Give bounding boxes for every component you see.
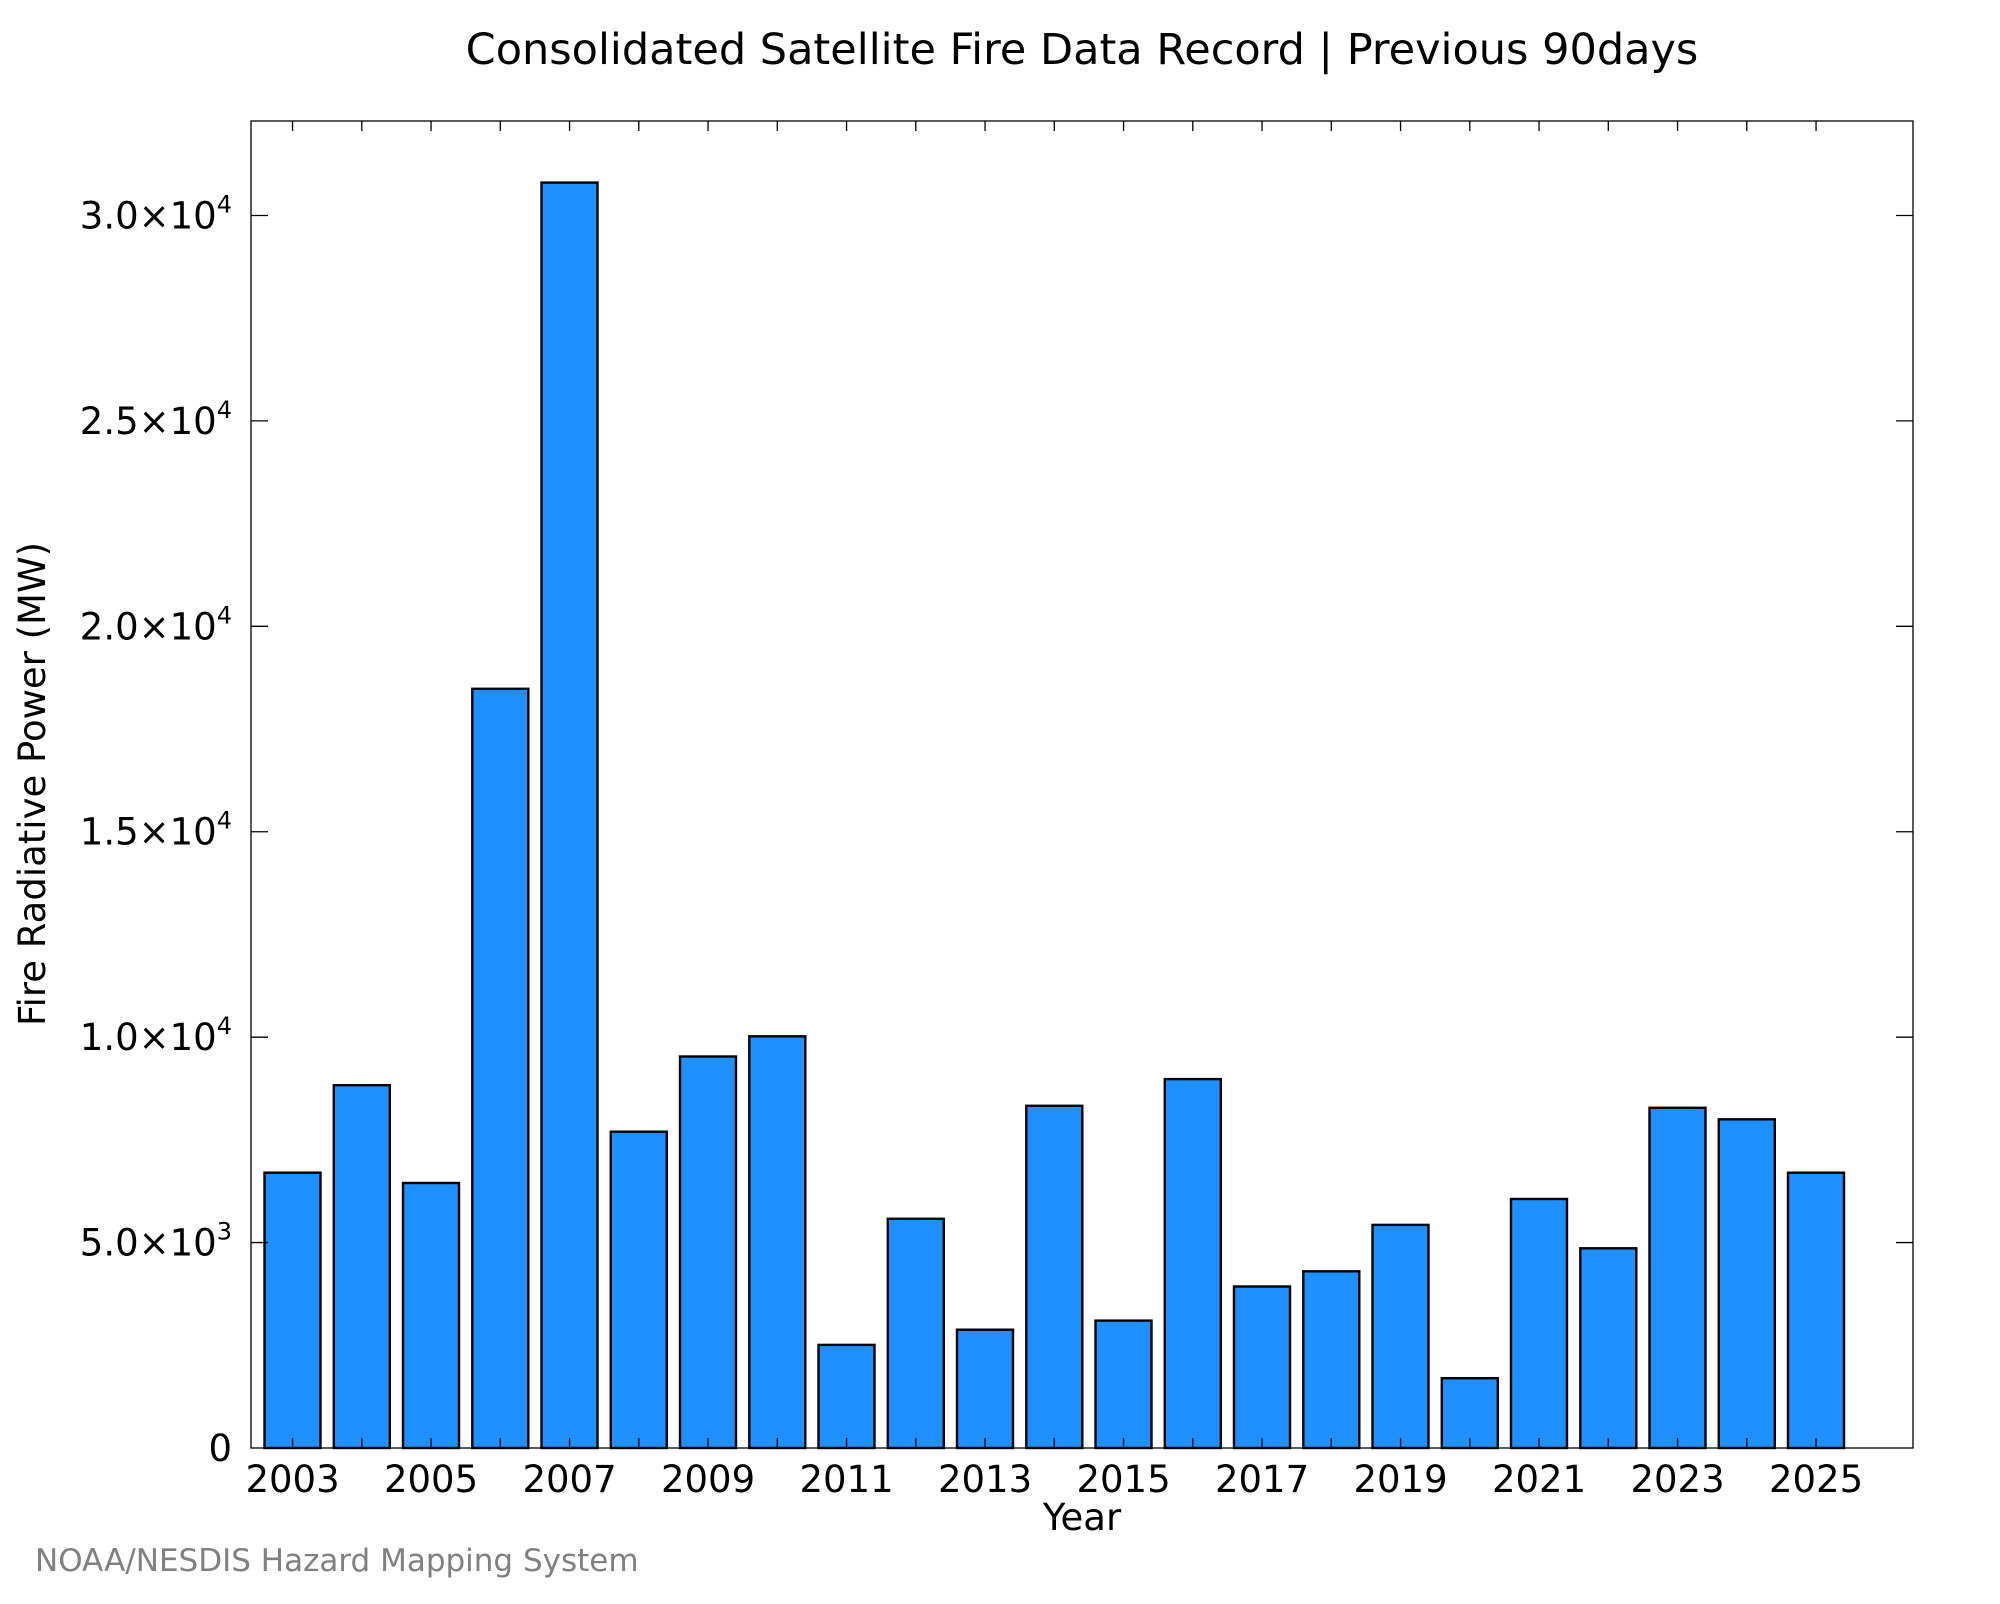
bar-2021 [1509, 1197, 1569, 1450]
bar-2004 [332, 1083, 391, 1450]
bar-2007 [540, 181, 599, 1450]
x-tick-label: 2013 [938, 1458, 1032, 1501]
credit-text: NOAA/NESDIS Hazard Mapping System [35, 1543, 639, 1579]
ticks-layer: 2003 2005 2007 2009 2011 2013 2015 2017 2019 2021… [80, 121, 1913, 1501]
x-tick-label: 2025 [1769, 1458, 1863, 1501]
bar-2006 [471, 687, 530, 1450]
bar-2023 [1648, 1106, 1707, 1450]
bar-2011 [817, 1343, 876, 1450]
bar-2003 [263, 1171, 322, 1450]
x-tick-label: 2015 [1076, 1458, 1170, 1501]
bar-2010 [748, 1035, 807, 1450]
x-tick-label: 2023 [1630, 1458, 1724, 1501]
bars-layer [263, 181, 1846, 1450]
bar-2005 [401, 1181, 461, 1450]
y-tick-label: 2.5×104 [80, 396, 232, 443]
x-tick-label: 2007 [522, 1458, 616, 1501]
bar-2018 [1302, 1270, 1361, 1450]
chart-title: Consolidated Satellite Fire Data Record … [466, 25, 1699, 75]
bar-2022 [1579, 1247, 1638, 1450]
plot-frame [250, 120, 1914, 1449]
bar-2013 [955, 1328, 1015, 1450]
y-tick-label: 0 [208, 1427, 232, 1470]
y-tick-label: 1.0×104 [80, 1012, 232, 1059]
bar-2020 [1440, 1376, 1500, 1450]
bar-2009 [678, 1055, 738, 1450]
x-tick-label: 2011 [799, 1458, 893, 1501]
x-tick-label: 2021 [1492, 1458, 1586, 1501]
bar-2017 [1232, 1285, 1292, 1450]
x-tick-label: 2003 [245, 1458, 339, 1501]
x-tick-label: 2009 [661, 1458, 755, 1501]
bar-2019 [1371, 1223, 1430, 1450]
bar-2014 [1025, 1104, 1084, 1450]
y-axis-label: Fire Radiative Power (MW) [11, 542, 54, 1026]
y-tick-label: 3.0×104 [80, 190, 232, 237]
bar-2016 [1163, 1077, 1223, 1450]
y-tick-label: 2.0×104 [80, 601, 232, 648]
x-tick-label: 2017 [1215, 1458, 1309, 1501]
y-tick-label: 5.0×103 [80, 1218, 232, 1265]
bar-2008 [609, 1130, 668, 1450]
x-tick-label: 2019 [1353, 1458, 1447, 1501]
y-tick-label: 1.5×104 [80, 807, 232, 854]
bar-2012 [886, 1217, 945, 1450]
x-axis-label: Year [1042, 1496, 1122, 1539]
x-tick-label: 2005 [384, 1458, 478, 1501]
bar-2024 [1717, 1118, 1777, 1450]
bar-2025 [1786, 1171, 1846, 1450]
bar-2015 [1094, 1319, 1153, 1450]
